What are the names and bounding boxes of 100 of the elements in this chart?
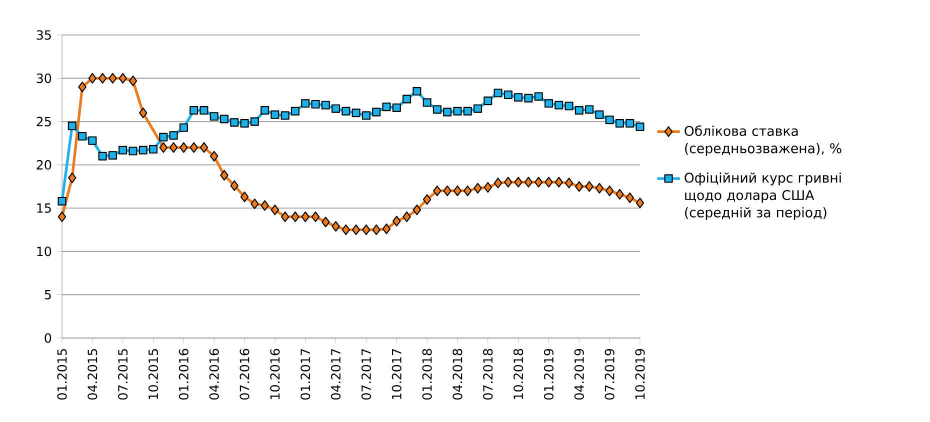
point bbox=[504, 176, 512, 188]
y-tick-label: 25 bbox=[36, 116, 51, 126]
x-tick-label: 04.2019 bbox=[574, 348, 584, 400]
point bbox=[494, 88, 502, 98]
point bbox=[412, 87, 422, 96]
point bbox=[138, 146, 148, 154]
point bbox=[595, 182, 604, 194]
point bbox=[636, 198, 644, 208]
y-tick-label: 15 bbox=[37, 203, 51, 213]
point bbox=[524, 94, 533, 102]
point bbox=[382, 102, 391, 112]
point bbox=[626, 119, 634, 128]
point bbox=[260, 200, 269, 211]
x-tick-label: 01.2018 bbox=[422, 348, 432, 400]
point bbox=[240, 119, 249, 128]
point bbox=[159, 142, 168, 153]
x-tick-label: 07.2018 bbox=[483, 348, 493, 400]
point bbox=[626, 192, 634, 204]
x-tick-label: 01.2015 bbox=[57, 349, 67, 400]
x-tick-label: 10.2015 bbox=[148, 349, 158, 400]
point bbox=[321, 100, 330, 110]
point bbox=[392, 216, 401, 226]
point bbox=[210, 150, 218, 162]
point bbox=[311, 211, 320, 222]
point bbox=[200, 142, 208, 153]
point bbox=[342, 106, 350, 116]
point bbox=[169, 131, 178, 140]
point bbox=[240, 192, 249, 202]
point bbox=[484, 96, 492, 106]
point bbox=[352, 224, 360, 236]
point bbox=[250, 198, 259, 210]
point bbox=[544, 99, 554, 108]
x-tick-label: 01.2019 bbox=[544, 348, 554, 400]
point bbox=[534, 176, 543, 188]
point bbox=[118, 146, 128, 154]
y-tick-label: 10 bbox=[37, 246, 52, 256]
point bbox=[504, 90, 512, 100]
point bbox=[290, 106, 300, 116]
point bbox=[280, 111, 290, 120]
point bbox=[200, 106, 208, 115]
point bbox=[68, 122, 76, 130]
point bbox=[58, 196, 66, 206]
y-tick-label: 35 bbox=[36, 30, 51, 40]
point bbox=[595, 110, 604, 119]
point bbox=[574, 106, 584, 115]
point bbox=[534, 92, 543, 101]
y-tick-label: 5 bbox=[44, 290, 51, 300]
point bbox=[280, 211, 290, 222]
x-tick-label: 07.2017 bbox=[361, 349, 372, 400]
point bbox=[443, 108, 452, 116]
point bbox=[484, 182, 492, 193]
point bbox=[180, 142, 188, 153]
point bbox=[190, 106, 198, 115]
point bbox=[352, 108, 360, 118]
point bbox=[128, 76, 138, 86]
point bbox=[78, 82, 86, 92]
point bbox=[605, 185, 614, 196]
point bbox=[605, 116, 614, 124]
point bbox=[260, 106, 270, 115]
point bbox=[108, 72, 117, 84]
point bbox=[98, 152, 107, 160]
point bbox=[362, 224, 370, 236]
point bbox=[514, 176, 522, 188]
point bbox=[636, 122, 644, 132]
point bbox=[291, 211, 300, 222]
point bbox=[463, 106, 472, 116]
point bbox=[332, 220, 340, 232]
x-tick-label: 01.2017 bbox=[300, 349, 310, 400]
point bbox=[422, 98, 432, 107]
point bbox=[270, 204, 280, 216]
point bbox=[311, 100, 320, 109]
x-tick-label: 04.2016 bbox=[209, 348, 219, 400]
point bbox=[88, 72, 97, 84]
point bbox=[220, 114, 229, 124]
point bbox=[494, 178, 502, 188]
point bbox=[332, 104, 340, 113]
x-tick-label: 10.2019 bbox=[635, 348, 645, 400]
point bbox=[402, 211, 411, 222]
point bbox=[98, 72, 107, 84]
point bbox=[616, 188, 624, 200]
point bbox=[169, 142, 178, 153]
x-tick-label: 10.2016 bbox=[270, 348, 280, 400]
y-tick-label: 30 bbox=[36, 73, 52, 84]
x-tick-label: 07.2015 bbox=[118, 349, 128, 400]
point bbox=[473, 104, 482, 113]
point bbox=[402, 94, 412, 104]
point bbox=[564, 178, 574, 188]
point bbox=[362, 111, 370, 120]
point bbox=[58, 211, 66, 222]
point bbox=[179, 123, 188, 132]
point bbox=[342, 224, 350, 236]
point bbox=[615, 119, 624, 128]
point bbox=[88, 136, 97, 145]
x-tick-label: 07.2019 bbox=[604, 348, 614, 400]
point bbox=[554, 176, 564, 188]
point bbox=[392, 103, 401, 112]
point bbox=[432, 105, 442, 114]
point bbox=[372, 108, 381, 116]
point bbox=[301, 211, 310, 222]
x-tick-label: 04.2018 bbox=[452, 348, 462, 400]
